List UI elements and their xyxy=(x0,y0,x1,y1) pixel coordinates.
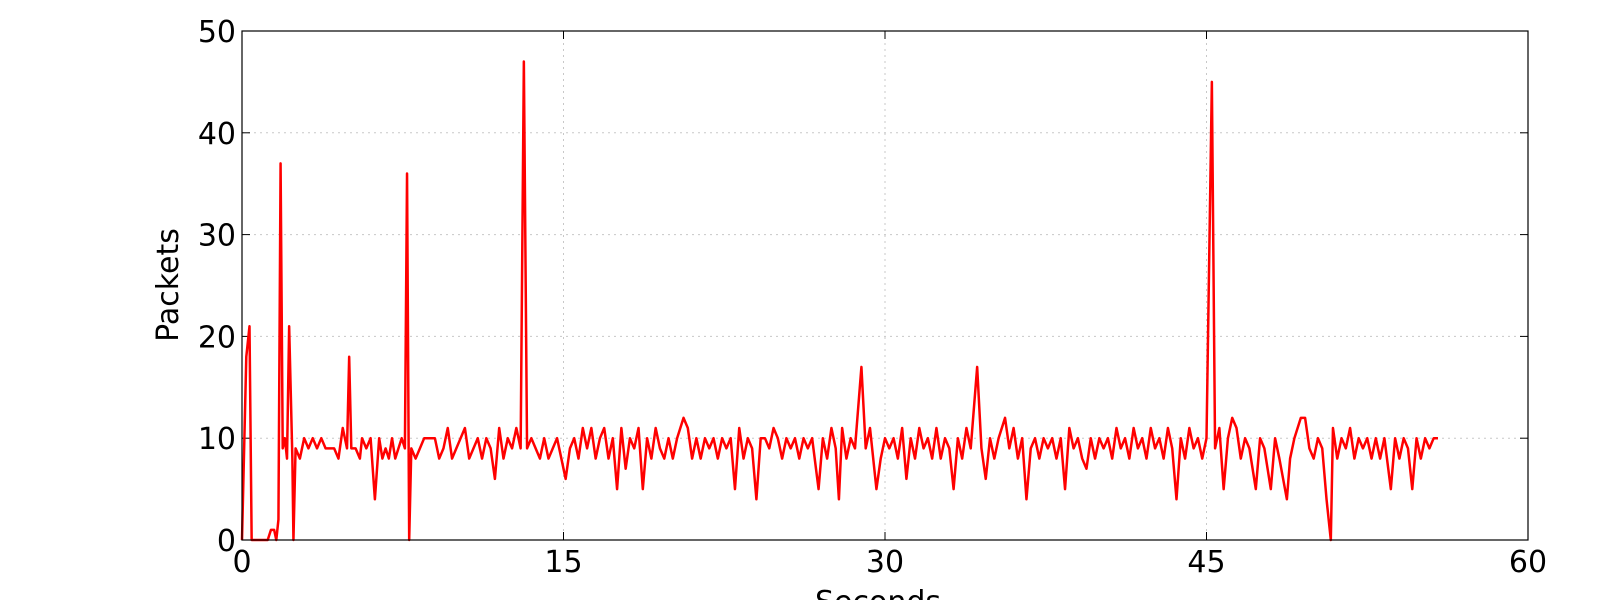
y-tick-label: 30 xyxy=(198,219,236,254)
y-tick-label: 20 xyxy=(198,320,236,355)
y-tick-label: 10 xyxy=(198,422,236,457)
y-tick-label: 40 xyxy=(198,117,236,152)
plot-frame xyxy=(241,30,1529,541)
x-axis-label: Seconds xyxy=(815,585,941,600)
y-tick-label: 50 xyxy=(198,15,236,50)
x-tick-label: 45 xyxy=(1187,545,1225,580)
data-line xyxy=(240,60,1438,542)
y-axis-label: Packets xyxy=(151,228,186,342)
x-tick-label: 0 xyxy=(232,545,251,580)
x-tick-label: 60 xyxy=(1509,545,1547,580)
y-tick-label: 0 xyxy=(217,524,236,559)
x-tick-label: 30 xyxy=(866,545,904,580)
x-tick-label: 15 xyxy=(544,545,582,580)
